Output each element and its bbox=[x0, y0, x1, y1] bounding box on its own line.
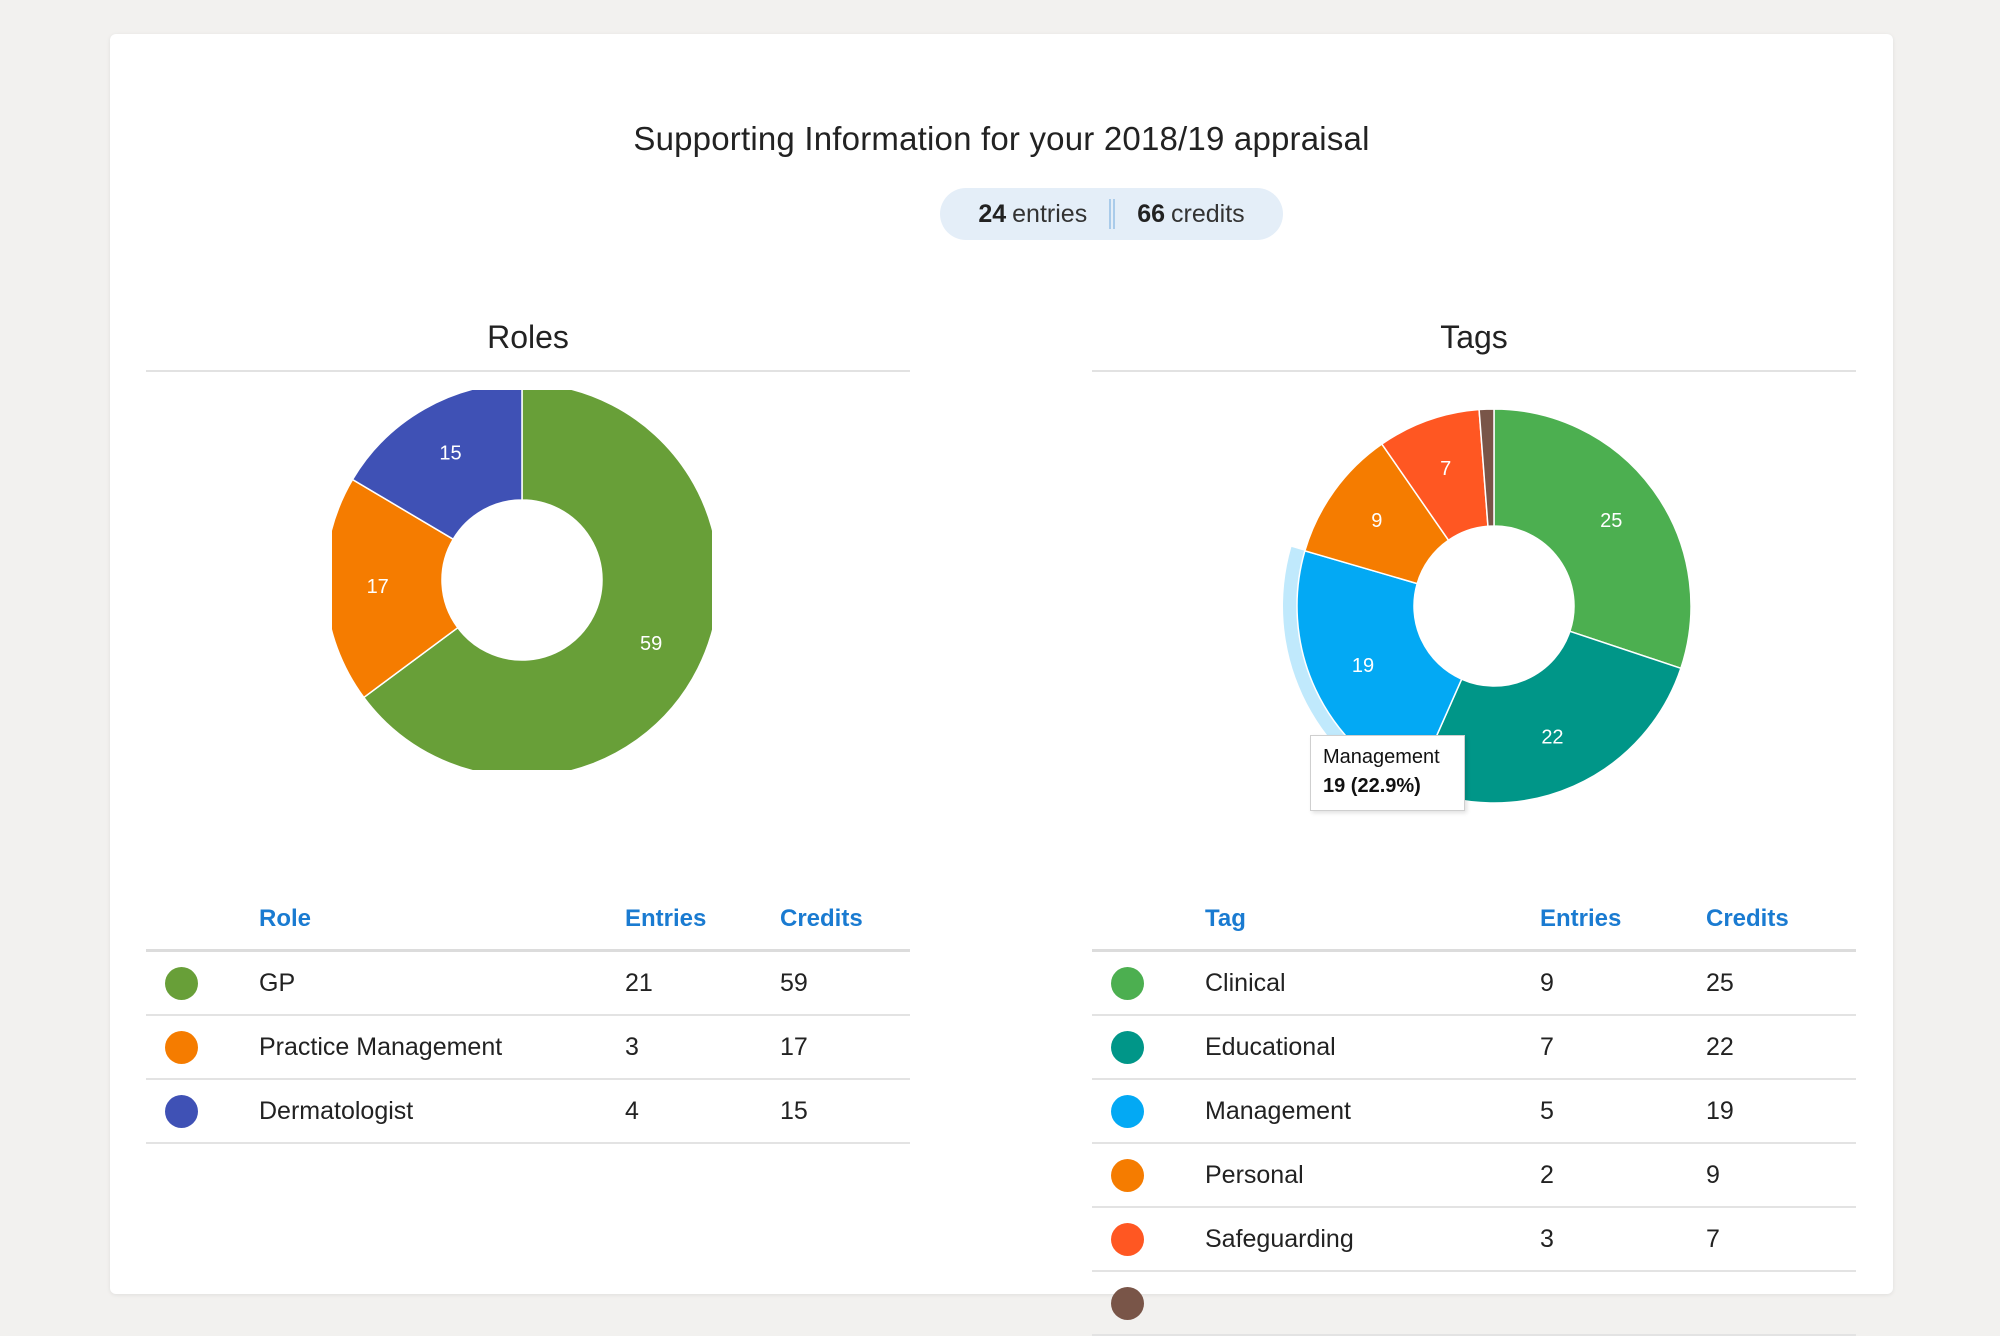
slice-practice-management[interactable] bbox=[332, 478, 459, 699]
legend-dot bbox=[165, 1030, 198, 1064]
slice-dermatologist[interactable] bbox=[351, 390, 523, 541]
role-name: Practice Management bbox=[258, 1015, 624, 1080]
chart-tooltip: Management 19 (22.9%) bbox=[1310, 735, 1465, 811]
role-column-header[interactable]: Role bbox=[258, 889, 624, 952]
tag-entries: 2 bbox=[1539, 1143, 1705, 1208]
table-row: Management 5 19 bbox=[1092, 1079, 1856, 1144]
color-column-header bbox=[1092, 889, 1204, 952]
legend-dot bbox=[1111, 966, 1144, 1000]
tag-name: Personal bbox=[1204, 1143, 1539, 1208]
role-entries: 3 bbox=[624, 1015, 779, 1080]
tag-name: Safeguarding bbox=[1204, 1207, 1539, 1272]
credits-count: 66 bbox=[1137, 199, 1166, 228]
roles-table: Role Entries Credits GP 21 59 Practice M… bbox=[146, 889, 910, 1144]
role-name: GP bbox=[258, 950, 624, 1016]
summary-pill: 24 entries 66 credits bbox=[940, 188, 1283, 240]
entries-label: entries bbox=[1012, 199, 1088, 228]
legend-dot bbox=[1111, 1286, 1144, 1320]
slice-label-dermatologist: 15 bbox=[439, 443, 461, 465]
role-entries: 21 bbox=[624, 950, 779, 1016]
roles-panel: Roles bbox=[146, 319, 910, 372]
slice-label-educational: 22 bbox=[1541, 726, 1563, 748]
credits-column-header[interactable]: Credits bbox=[779, 889, 910, 952]
roles-donut-chart: 59 17 15 bbox=[332, 390, 712, 770]
slice-label-safeguarding: 7 bbox=[1440, 458, 1451, 480]
slice-gp[interactable] bbox=[362, 390, 712, 770]
tags-table-header: Tag Entries Credits bbox=[1092, 889, 1856, 952]
tooltip-name: Management bbox=[1323, 746, 1440, 768]
tag-entries: 3 bbox=[1539, 1207, 1705, 1272]
color-column-header bbox=[146, 889, 258, 952]
role-name: Dermatologist bbox=[258, 1079, 624, 1144]
tag-entries: 9 bbox=[1539, 950, 1705, 1016]
table-row: Personal 2 9 bbox=[1092, 1143, 1856, 1208]
tag-entries: 7 bbox=[1539, 1015, 1705, 1080]
table-row: Safeguarding 3 7 bbox=[1092, 1207, 1856, 1272]
slice-label-management: 19 bbox=[1352, 655, 1374, 677]
slice-clinical[interactable] bbox=[1493, 408, 1692, 670]
legend-dot bbox=[165, 966, 198, 1000]
tag-name: Management bbox=[1204, 1079, 1539, 1144]
legend-dot bbox=[1111, 1222, 1144, 1256]
tag-name: Educational bbox=[1204, 1015, 1539, 1080]
legend-dot bbox=[1111, 1158, 1144, 1192]
tags-title: Tags bbox=[1092, 319, 1856, 372]
tag-name: Clinical bbox=[1204, 950, 1539, 1016]
tag-credits: 22 bbox=[1705, 1015, 1856, 1080]
legend-dot bbox=[1111, 1030, 1144, 1064]
tag-credits: 7 bbox=[1705, 1207, 1856, 1272]
tag-credits: 25 bbox=[1705, 950, 1856, 1016]
page-title: Supporting Information for your 2018/19 … bbox=[633, 120, 1370, 157]
tooltip-value: 19 (22.9%) bbox=[1323, 775, 1421, 797]
tags-table: Tag Entries Credits Clinical 9 25 Educat… bbox=[1092, 889, 1856, 1336]
roles-table-header: Role Entries Credits bbox=[146, 889, 910, 952]
appraisal-summary-card: Supporting Information for your 2018/19 … bbox=[110, 34, 1893, 1336]
tag-column-header[interactable]: Tag bbox=[1204, 889, 1539, 952]
tag-credits: 9 bbox=[1705, 1143, 1856, 1208]
entries-column-header[interactable]: Entries bbox=[1539, 889, 1705, 952]
legend-dot bbox=[1111, 1094, 1144, 1128]
entries-column-header[interactable]: Entries bbox=[624, 889, 779, 952]
table-row: Clinical 9 25 bbox=[1092, 950, 1856, 1016]
table-row: GP 21 59 bbox=[146, 950, 910, 1016]
role-credits: 15 bbox=[779, 1079, 910, 1144]
tag-credits: 19 bbox=[1705, 1079, 1856, 1144]
role-credits: 17 bbox=[779, 1015, 910, 1080]
roles-title: Roles bbox=[146, 319, 910, 372]
tag-entries: 5 bbox=[1539, 1079, 1705, 1144]
table-row bbox=[1092, 1271, 1856, 1336]
credits-label: credits bbox=[1171, 199, 1245, 228]
table-row: Dermatologist 4 15 bbox=[146, 1079, 910, 1144]
role-entries: 4 bbox=[624, 1079, 779, 1144]
slice-label-personal: 9 bbox=[1371, 510, 1382, 532]
slice-label-gp: 59 bbox=[640, 633, 662, 655]
legend-dot bbox=[165, 1094, 198, 1128]
tags-panel: Tags bbox=[1092, 319, 1856, 372]
pill-divider bbox=[1109, 199, 1116, 229]
slice-label-practice-management: 17 bbox=[367, 576, 389, 598]
role-credits: 59 bbox=[779, 950, 910, 1016]
slice-other[interactable] bbox=[1478, 408, 1495, 528]
credits-column-header[interactable]: Credits bbox=[1705, 889, 1856, 952]
entries-count: 24 bbox=[978, 199, 1007, 228]
table-row: Practice Management 3 17 bbox=[146, 1015, 910, 1080]
table-row: Educational 7 22 bbox=[1092, 1015, 1856, 1080]
slice-label-clinical: 25 bbox=[1600, 510, 1622, 532]
tags-donut-chart: 25 22 19 9 7 bbox=[1283, 408, 1692, 804]
